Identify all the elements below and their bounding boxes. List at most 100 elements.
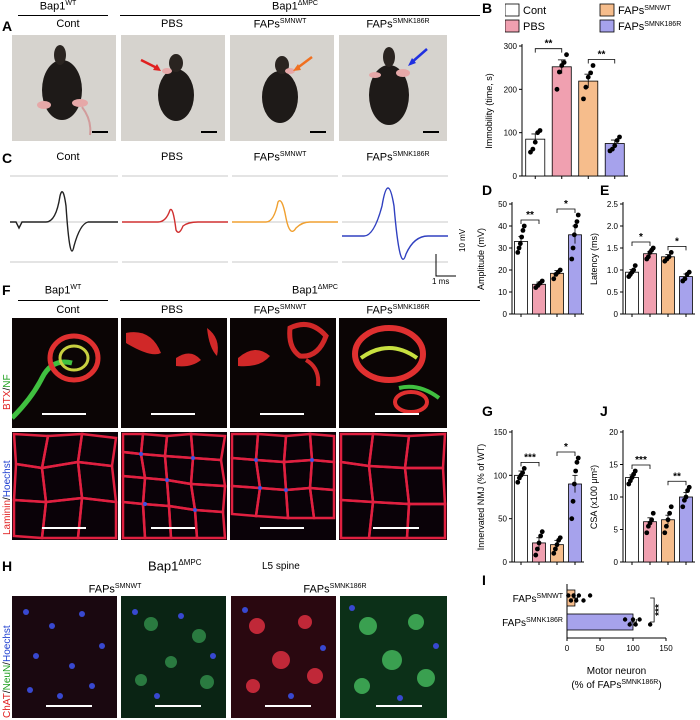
x-tick-label: 50	[596, 644, 605, 653]
data-point	[680, 504, 686, 510]
data-point	[551, 550, 557, 556]
data-point	[683, 494, 689, 500]
data-point	[568, 598, 574, 603]
legend-b: Cont PBS FAPsSMNWT FAPsSMNK186R	[505, 3, 681, 33]
data-point	[686, 269, 692, 275]
chart-b: 0 100 200 300 Immobility (time, s) ** **	[484, 39, 628, 180]
data-point	[532, 139, 538, 145]
data-point	[517, 241, 523, 246]
bar-faps-mut	[568, 483, 582, 563]
data-point	[614, 138, 620, 143]
data-point	[519, 234, 525, 240]
sig-bracket	[650, 597, 655, 623]
data-point	[566, 593, 571, 598]
data-point	[552, 546, 558, 552]
bar-cont	[625, 477, 639, 563]
data-point	[632, 263, 638, 268]
trace-gridlines	[10, 175, 448, 263]
genotype-mut-label: Bap1ΔMPC	[272, 0, 318, 13]
panel-label-g: G	[482, 403, 493, 419]
bar-faps-wt	[661, 256, 675, 315]
panel-label-a: A	[2, 18, 13, 34]
mouse-photo-cont	[12, 35, 116, 141]
panel-label-j: J	[600, 403, 608, 419]
data-point	[575, 455, 581, 461]
sig-label: **	[673, 471, 681, 482]
data-point	[662, 530, 668, 536]
data-point	[556, 69, 562, 75]
spine-image-faps-wt-merge	[121, 596, 226, 718]
chart-i: 0 50 100 150 FAPsSMNWT FAPsSMNK186R *** Motor n…	[502, 584, 673, 691]
y-tick-label: 0	[614, 310, 619, 319]
data-point	[554, 542, 560, 548]
f-group-faps-mut: FAPsSMNK186R	[366, 304, 430, 317]
x-tick-label: 100	[626, 644, 640, 653]
bar-pbs	[551, 66, 572, 177]
trace-title-faps-mut: FAPsSMNK186R	[366, 151, 430, 164]
data-point	[573, 468, 579, 474]
y-tick-label: 200	[504, 85, 518, 94]
f-group-pbs: PBS	[160, 304, 183, 316]
data-point	[585, 74, 591, 80]
data-point	[516, 245, 522, 251]
trace-cont	[10, 191, 118, 252]
laminin-image-faps-mut	[339, 432, 447, 540]
bar-faps-mut	[566, 613, 634, 631]
data-point	[682, 276, 688, 282]
y-tick-label: 0	[503, 558, 508, 567]
nmj-image-faps-wt	[230, 318, 336, 428]
trace-title-faps-wt: FAPsSMNWT	[253, 151, 307, 164]
panel-label-e: E	[600, 182, 610, 198]
data-point	[633, 622, 638, 627]
trace-faps-wt	[232, 200, 338, 232]
y-tick-label: 5	[614, 526, 619, 535]
spine-image-faps-mut-chat	[231, 596, 336, 718]
legend-label-pbs: PBS	[523, 21, 545, 33]
y-axis-label: Latency (ms)	[589, 233, 599, 285]
data-point	[647, 622, 653, 627]
f-genotype-mut-line	[120, 300, 480, 301]
y-tick-label: 0	[614, 558, 619, 567]
data-point	[581, 96, 586, 102]
data-point	[583, 84, 589, 90]
sig-bracket	[556, 208, 576, 213]
y-axis-label: Immobility (time, s)	[484, 73, 494, 149]
y-tick-label: 300	[504, 42, 518, 51]
laminin-image-faps-wt	[230, 432, 336, 540]
panel-label-h: H	[2, 558, 13, 574]
data-point	[521, 223, 527, 229]
data-point	[650, 510, 656, 516]
panel-label-i: I	[482, 572, 486, 588]
sig-bracket	[667, 246, 687, 251]
y-tick-label: 20	[498, 266, 507, 275]
panel-label-f: F	[2, 282, 11, 298]
data-point	[612, 143, 618, 149]
sig-label: *	[564, 442, 568, 453]
x-axis-label: Motor neuron	[587, 666, 646, 677]
mouse-image-pbs	[121, 35, 225, 141]
y-tick-label: 50	[498, 515, 507, 524]
cmap-traces	[10, 175, 448, 263]
y-tick-label: 20	[609, 428, 618, 437]
bar-cont	[514, 474, 528, 563]
data-point	[609, 146, 615, 152]
legend-swatch-pbs	[505, 19, 520, 33]
legend-swatch-faps-wt	[599, 3, 615, 17]
nmj-image-cont	[12, 318, 118, 428]
bar-faps-wt	[578, 80, 599, 177]
sig-bracket	[631, 241, 651, 246]
data-point	[574, 459, 580, 465]
data-point	[667, 510, 673, 516]
data-point	[649, 517, 655, 523]
data-point	[622, 617, 628, 622]
data-point	[668, 504, 674, 510]
data-point	[574, 219, 580, 224]
y-tick-label: 100	[494, 471, 508, 480]
y-tick-label: 1.5	[607, 244, 619, 253]
group-label-cont: Cont	[56, 18, 80, 30]
bar-faps-mut	[604, 143, 625, 177]
trace-pbs	[122, 208, 228, 233]
data-point	[576, 593, 582, 598]
y-tick-label: 2.0	[607, 222, 619, 231]
